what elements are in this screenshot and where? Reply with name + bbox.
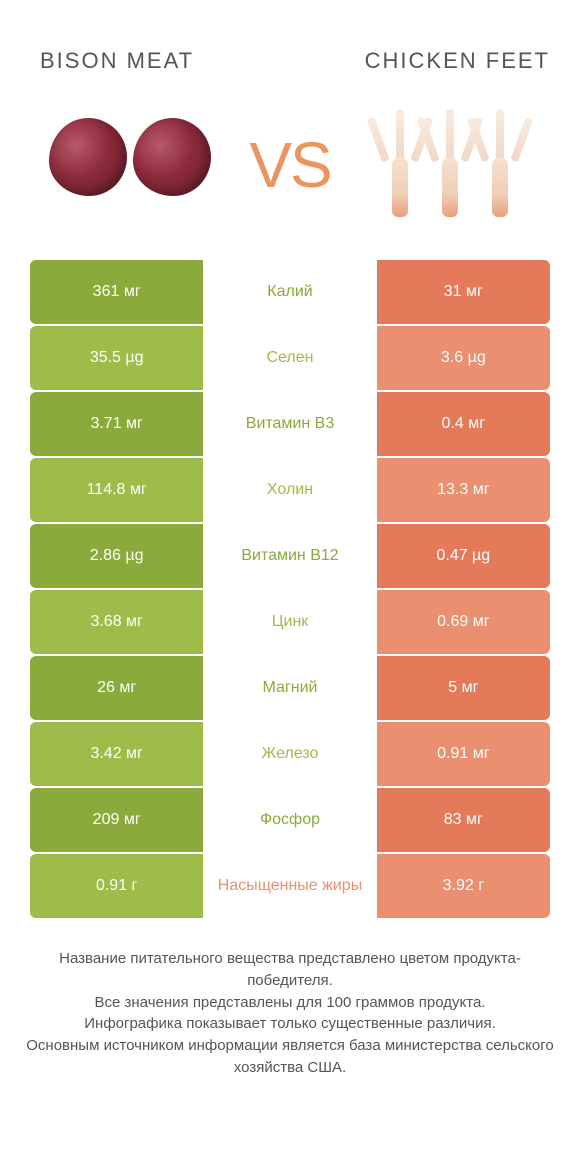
value-right: 0.47 µg [377, 524, 550, 588]
value-left: 3.42 мг [30, 722, 203, 786]
value-left: 2.86 µg [30, 524, 203, 588]
value-left: 3.71 мг [30, 392, 203, 456]
value-left: 361 мг [30, 260, 203, 324]
nutrient-label: Холин [203, 458, 376, 522]
value-right: 0.4 мг [377, 392, 550, 456]
nutrient-label: Калий [203, 260, 376, 324]
value-left: 0.91 г [30, 854, 203, 918]
value-left: 35.5 µg [30, 326, 203, 390]
product-right: CHICKEN FEET [350, 48, 550, 222]
nutrient-label: Витамин B3 [203, 392, 376, 456]
table-row: 3.68 мгЦинк0.69 мг [30, 590, 550, 654]
comparison-table: 361 мгКалий31 мг35.5 µgСелен3.6 µg3.71 м… [0, 260, 580, 918]
table-row: 0.91 гНасыщенные жиры3.92 г [30, 854, 550, 918]
table-row: 3.42 мгЖелезо0.91 мг [30, 722, 550, 786]
nutrient-label: Железо [203, 722, 376, 786]
vs-label: VS [249, 128, 330, 202]
value-right: 13.3 мг [377, 458, 550, 522]
chicken-foot-icon [478, 97, 522, 217]
table-row: 114.8 мгХолин13.3 мг [30, 458, 550, 522]
footer-line: Основным источником информации является … [20, 1035, 560, 1079]
value-left: 114.8 мг [30, 458, 203, 522]
nutrient-label: Цинк [203, 590, 376, 654]
nutrient-label: Фосфор [203, 788, 376, 852]
footer-notes: Название питательного вещества представл… [0, 918, 580, 1079]
product-right-title: CHICKEN FEET [365, 48, 550, 74]
table-row: 361 мгКалий31 мг [30, 260, 550, 324]
product-left-title: BISON MEAT [40, 48, 194, 74]
value-left: 3.68 мг [30, 590, 203, 654]
chicken-foot-icon [428, 97, 472, 217]
nutrient-label: Магний [203, 656, 376, 720]
value-right: 5 мг [377, 656, 550, 720]
value-right: 31 мг [377, 260, 550, 324]
table-row: 3.71 мгВитамин B30.4 мг [30, 392, 550, 456]
value-right: 83 мг [377, 788, 550, 852]
comparison-header: BISON MEAT VS CHICKEN FEET [0, 0, 580, 260]
table-row: 35.5 µgСелен3.6 µg [30, 326, 550, 390]
table-row: 209 мгФосфор83 мг [30, 788, 550, 852]
product-left: BISON MEAT [30, 48, 230, 222]
table-row: 2.86 µgВитамин B120.47 µg [30, 524, 550, 588]
footer-line: Название питательного вещества представл… [20, 948, 560, 992]
value-right: 3.6 µg [377, 326, 550, 390]
footer-line: Инфографика показывает только существенн… [20, 1013, 560, 1035]
bison-piece-icon [133, 118, 211, 196]
nutrient-label: Насыщенные жиры [203, 854, 376, 918]
chicken-foot-icon [378, 97, 422, 217]
footer-line: Все значения представлены для 100 граммо… [20, 992, 560, 1014]
value-right: 3.92 г [377, 854, 550, 918]
bison-meat-image [40, 92, 220, 222]
table-row: 26 мгМагний5 мг [30, 656, 550, 720]
bison-piece-icon [49, 118, 127, 196]
nutrient-label: Селен [203, 326, 376, 390]
value-right: 0.91 мг [377, 722, 550, 786]
value-left: 209 мг [30, 788, 203, 852]
value-left: 26 мг [30, 656, 203, 720]
chicken-feet-image [360, 92, 540, 222]
nutrient-label: Витамин B12 [203, 524, 376, 588]
value-right: 0.69 мг [377, 590, 550, 654]
